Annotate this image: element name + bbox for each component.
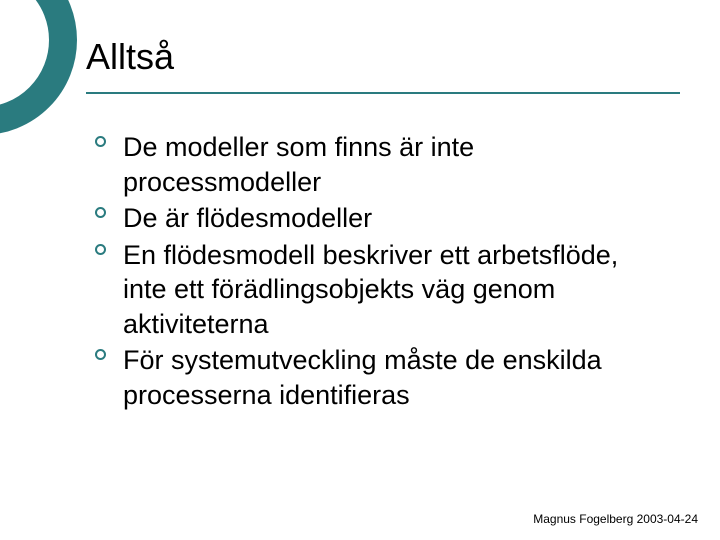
content-area: De modeller som finns är inte processmod…	[95, 130, 660, 414]
bullet-list: De modeller som finns är inte processmod…	[95, 130, 660, 412]
title-area: Alltså	[86, 36, 680, 78]
bullet-marker-icon	[95, 349, 106, 360]
slide: Alltså De modeller som finns är inte pro…	[0, 0, 720, 540]
circle-accent	[0, 0, 77, 135]
list-item: För systemutveckling måste de enskilda p…	[95, 343, 660, 412]
bullet-text: De modeller som finns är inte processmod…	[123, 132, 474, 197]
bullet-text: För systemutveckling måste de enskilda p…	[123, 345, 602, 410]
bullet-marker-icon	[95, 244, 106, 255]
list-item: De är flödesmodeller	[95, 201, 660, 236]
bullet-marker-icon	[95, 207, 106, 218]
bullet-text: De är flödesmodeller	[123, 203, 372, 233]
footer-text: Magnus Fogelberg 2003-04-24	[533, 512, 698, 526]
title-underline	[86, 92, 680, 94]
list-item: En flödesmodell beskriver ett arbetsflöd…	[95, 238, 660, 342]
bullet-text: En flödesmodell beskriver ett arbetsflöd…	[123, 240, 618, 339]
list-item: De modeller som finns är inte processmod…	[95, 130, 660, 199]
bullet-marker-icon	[95, 136, 106, 147]
slide-title: Alltså	[86, 36, 680, 78]
